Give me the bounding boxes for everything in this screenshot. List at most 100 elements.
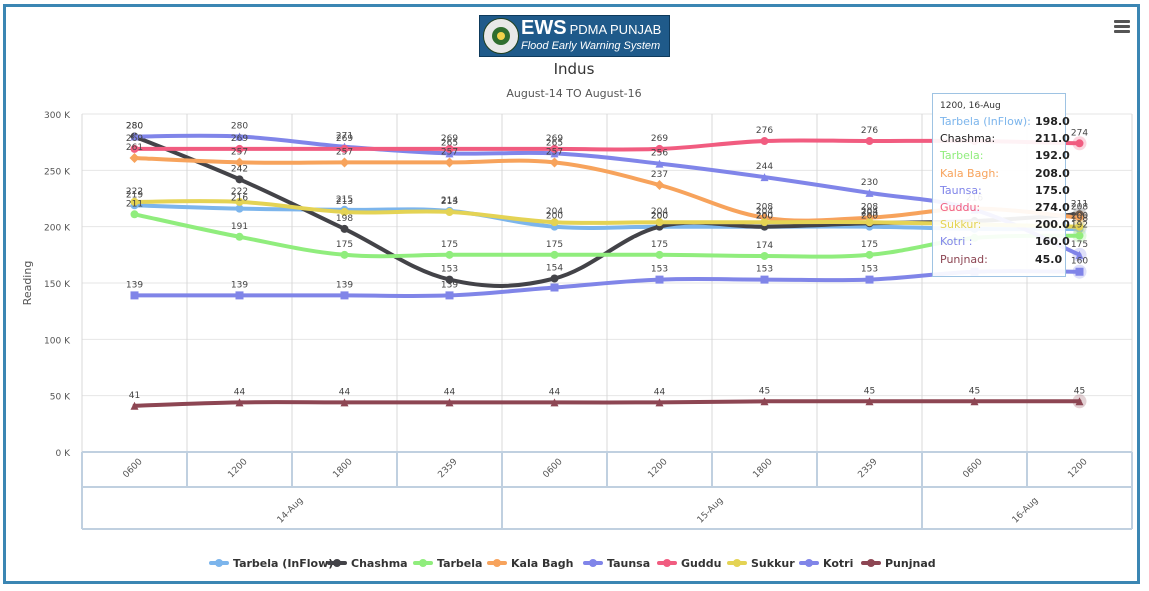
data-point[interactable] [130,210,139,219]
data-point[interactable] [760,251,769,260]
legend-item[interactable]: Kotri [799,557,853,570]
data-point[interactable] [760,275,769,284]
data-point[interactable] [130,132,139,141]
legend-item[interactable]: Tarbela [413,557,482,570]
data-point[interactable] [970,397,979,406]
data-point[interactable] [235,144,244,153]
series-line[interactable] [132,203,1082,232]
data-point[interactable] [1074,212,1085,223]
legend-marker [589,559,597,567]
series-line[interactable] [132,138,1082,152]
series-line[interactable] [132,133,1082,257]
data-point[interactable] [550,250,559,259]
data-point[interactable] [235,197,244,206]
data-point[interactable] [550,274,559,283]
data-point[interactable] [654,179,665,190]
hamburger-menu-icon[interactable] [1114,20,1130,36]
data-point[interactable] [445,275,454,284]
data-label: 139 [441,280,458,290]
data-point[interactable] [760,137,769,146]
data-point[interactable] [655,144,664,153]
data-point[interactable] [550,218,559,227]
data-point[interactable] [865,397,874,406]
data-point[interactable] [1075,139,1084,148]
series-line[interactable] [132,155,1082,223]
chart-legend[interactable]: Tarbela (InFlow) Chashma Tarbela Kala Bagh T… [209,557,936,570]
data-point[interactable] [550,144,559,153]
data-point[interactable] [1075,267,1084,276]
data-point[interactable] [760,397,769,406]
data-point[interactable] [235,175,244,184]
data-point[interactable] [130,197,139,206]
hover-halo [1072,247,1087,262]
data-label: 276 [861,126,878,136]
data-point[interactable] [655,250,664,259]
data-point[interactable] [235,132,244,141]
data-point[interactable] [760,218,769,227]
data-point[interactable] [445,149,454,158]
data-point[interactable] [655,275,664,284]
legend-item[interactable]: Chashma [327,557,408,570]
data-point[interactable] [445,398,454,407]
data-point[interactable] [340,144,349,153]
data-label: 44 [549,387,561,397]
series-line[interactable] [132,199,1082,229]
data-point[interactable] [340,250,349,259]
data-point[interactable] [339,157,350,168]
data-point[interactable] [340,208,349,217]
data-point[interactable] [445,250,454,259]
data-point[interactable] [129,152,140,163]
data-point[interactable] [445,144,454,153]
legend-item[interactable]: Guddu [657,557,721,570]
data-point[interactable] [550,283,559,292]
data-point[interactable] [340,291,349,300]
legend-item[interactable]: Punjnad [861,557,936,570]
data-point[interactable] [340,398,349,407]
series-line[interactable] [132,212,1082,259]
data-point[interactable] [130,401,139,410]
data-point[interactable] [865,137,874,146]
data-point[interactable] [445,291,454,300]
data-point[interactable] [235,291,244,300]
data-point[interactable] [865,188,874,197]
data-point[interactable] [234,157,245,168]
legend-item[interactable]: Kala Bagh [487,557,573,570]
data-label: 208 [1071,203,1088,213]
data-label: 204 [546,207,563,217]
data-label: 261 [126,143,143,153]
data-point[interactable] [865,250,874,259]
data-label: 45 [1074,386,1085,396]
data-point[interactable] [865,275,874,284]
data-point[interactable] [445,208,454,217]
data-point[interactable] [655,159,664,168]
data-point[interactable] [1075,250,1084,259]
data-point[interactable] [760,173,769,182]
data-point[interactable] [549,157,560,168]
data-label: 139 [126,280,143,290]
x-axis: 0600 1200 1800 2359 0600 1200 1800 2359 0600 1200… [81,451,1133,530]
data-point[interactable] [130,291,139,300]
series-line[interactable] [132,269,1082,299]
data-point[interactable] [235,232,244,241]
data-point[interactable] [340,224,349,233]
data-point[interactable] [865,218,874,227]
data-point[interactable] [1075,231,1084,240]
data-point[interactable] [130,144,139,153]
tooltip-row: Punjnad: 45.0 [940,253,1064,269]
legend-item[interactable]: Tarbela (InFlow) [209,557,333,570]
data-point[interactable] [1075,397,1084,406]
data-point[interactable] [235,204,244,213]
data-point[interactable] [235,398,244,407]
legend-item[interactable]: Taunsa [583,557,650,570]
data-point[interactable] [550,149,559,158]
data-point[interactable] [655,398,664,407]
chart-frame [3,4,1140,584]
data-point[interactable] [1075,222,1084,231]
series-line[interactable] [132,399,1082,408]
legend-item[interactable]: Sukkur [727,557,795,570]
data-label: 257 [336,147,353,157]
data-point[interactable] [655,218,664,227]
data-label: 175 [1071,240,1088,250]
data-point[interactable] [444,157,455,168]
data-point[interactable] [550,398,559,407]
